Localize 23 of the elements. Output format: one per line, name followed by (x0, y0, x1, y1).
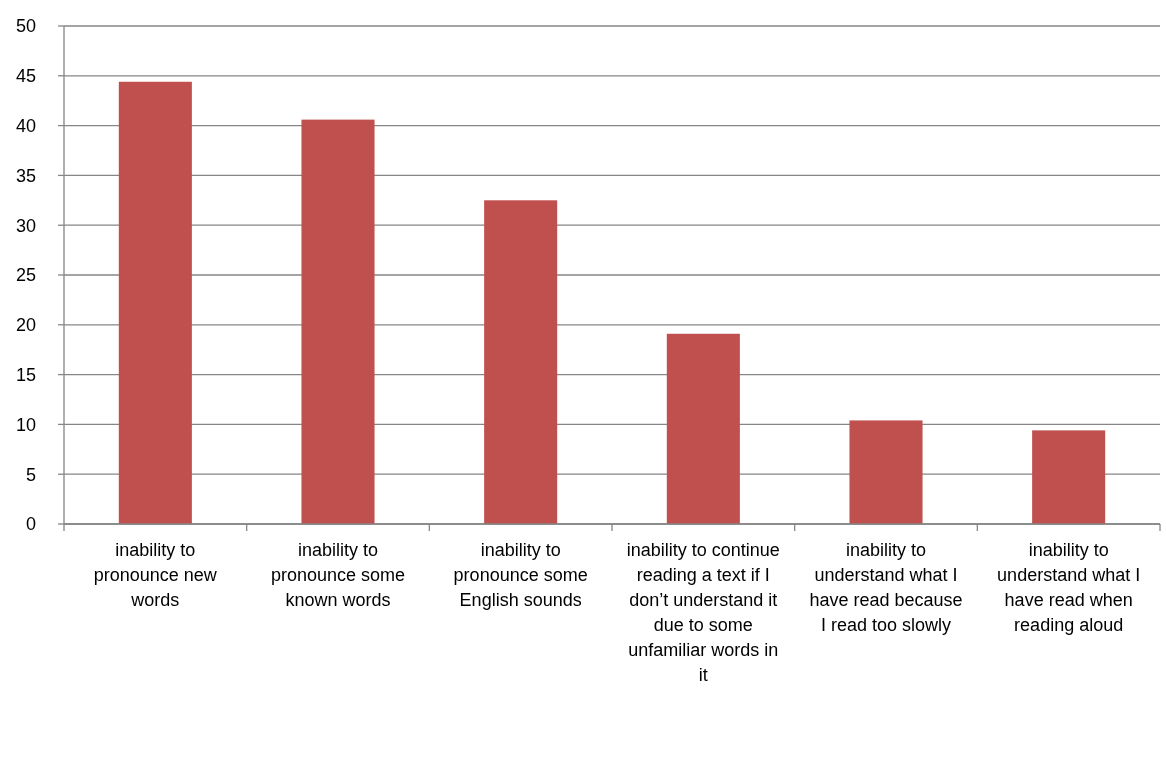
y-tick-label: 40 (15, 115, 36, 136)
bar (301, 119, 375, 524)
bar (666, 333, 740, 524)
y-tick-label: 30 (15, 215, 36, 236)
y-tick-label: 50 (15, 16, 36, 37)
bar (484, 200, 558, 524)
y-tick-label: 20 (15, 315, 36, 336)
y-tick-label: 25 (15, 265, 36, 286)
y-tick-label: 10 (15, 414, 36, 435)
x-tick-label: inability to pronounce new words (93, 540, 218, 610)
bar (1032, 430, 1106, 524)
y-tick-label: 35 (15, 165, 36, 186)
y-tick-label: 15 (15, 364, 36, 385)
x-tick-label: inability to pronounce some known words (270, 540, 406, 610)
x-tick-label: inability to understand what I have read because I read too slowly (809, 540, 963, 635)
bar (118, 81, 192, 524)
x-tick-label: inability to continue reading a text if I don’t understand it due to some unfamiliar words in it (626, 540, 780, 685)
x-tick-label: inability to pronounce some English sounds (453, 540, 588, 610)
bar (849, 420, 923, 524)
y-tick-label: 5 (25, 464, 36, 485)
x-tick-label: inability to understand what I have read when reading aloud (997, 540, 1141, 635)
y-tick-label: 0 (25, 514, 36, 535)
y-tick-label: 45 (15, 66, 36, 87)
